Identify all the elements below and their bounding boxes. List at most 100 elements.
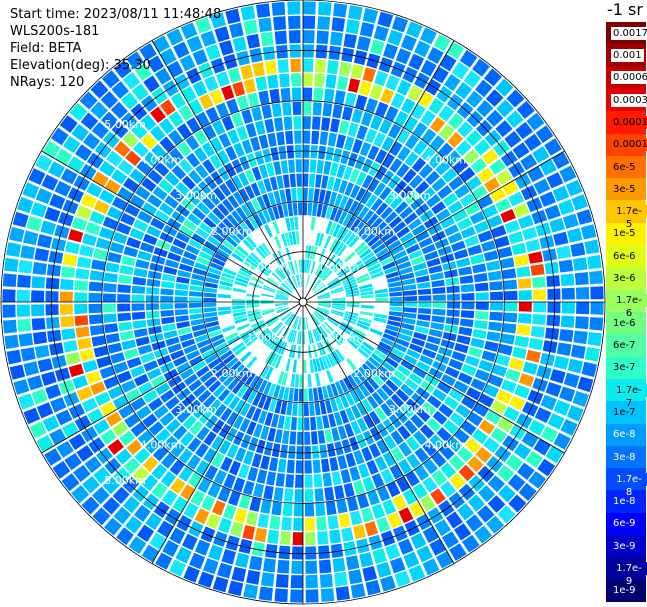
range-ring-label: 2.00km xyxy=(211,225,253,238)
ppi-gate-cell xyxy=(88,281,103,292)
ppi-gate-cell xyxy=(258,244,269,257)
ppi-gate-cell xyxy=(389,141,403,157)
ppi-gate-cell xyxy=(186,454,201,470)
ppi-gate-cell xyxy=(374,221,388,234)
ppi-gate-cell xyxy=(85,222,101,236)
ppi-gate-cell xyxy=(49,193,66,210)
ppi-gate-cell xyxy=(263,381,272,396)
ppi-gate-cell xyxy=(392,525,408,542)
ppi-gate-cell xyxy=(359,283,373,290)
ppi-gate-cell xyxy=(153,404,169,419)
ppi-gate-cell xyxy=(101,111,119,129)
ppi-gate-cell xyxy=(528,471,547,489)
ppi-gate-cell xyxy=(303,202,308,216)
ppi-gate-cell xyxy=(382,361,396,373)
ppi-gate-cell xyxy=(303,116,311,130)
ppi-gate-cell xyxy=(334,571,348,587)
ppi-gate-cell xyxy=(309,159,317,173)
ppi-gate-cell xyxy=(189,420,204,436)
ppi-gate-cell xyxy=(378,252,392,262)
ppi-gate-cell xyxy=(181,86,197,103)
radar-origin-marker xyxy=(298,297,308,307)
colorbar-tick-label: 6e-5 xyxy=(611,160,638,174)
ppi-gate-cell xyxy=(162,540,179,557)
ppi-gate-cell xyxy=(217,562,233,579)
ppi-gate-cell xyxy=(257,363,267,376)
ppi-gate-cell xyxy=(271,272,282,283)
ppi-gate-cell xyxy=(158,179,174,194)
ppi-gate-cell xyxy=(253,213,263,227)
ppi-gate-cell xyxy=(526,112,545,131)
ppi-gate-cell xyxy=(312,358,318,373)
ppi-gate-cell xyxy=(150,106,166,123)
ppi-gate-cell xyxy=(189,552,206,570)
ppi-gate-cell xyxy=(495,198,512,213)
range-ring-label: 3.00km xyxy=(175,403,217,416)
ppi-gate-cell xyxy=(291,87,302,101)
ppi-gate-cell xyxy=(235,277,249,284)
ppi-gate-cell xyxy=(497,246,513,259)
ppi-gate-cell xyxy=(74,415,92,431)
ppi-gate-cell xyxy=(307,260,312,274)
ppi-gate-cell xyxy=(243,260,256,271)
ppi-gate-cell xyxy=(433,34,451,52)
ppi-gate-cell xyxy=(394,110,409,127)
ppi-gate-cell xyxy=(281,372,288,386)
ppi-gate-cell xyxy=(395,255,410,265)
ppi-gate-cell xyxy=(333,366,342,380)
ppi-gate-cell xyxy=(360,294,374,299)
ppi-gate-cell xyxy=(169,559,186,577)
range-ring-label: 5.00km xyxy=(104,474,146,487)
ppi-gate-cell xyxy=(249,233,260,246)
ppi-gate-cell xyxy=(294,374,300,388)
ppi-gate-cell xyxy=(204,240,218,252)
ppi-gate-cell xyxy=(313,282,324,292)
ppi-gate-cell xyxy=(148,421,164,436)
ppi-gate-cell xyxy=(169,527,186,545)
ppi-gate-cell xyxy=(312,202,318,217)
ppi-gate-cell xyxy=(316,308,329,315)
ppi-gate-cell xyxy=(233,191,245,206)
ppi-gate-cell xyxy=(457,446,474,463)
ppi-gate-cell xyxy=(225,264,239,273)
ppi-gate-cell xyxy=(271,103,282,118)
ppi-gate-cell xyxy=(285,313,295,325)
ppi-gate-cell xyxy=(365,128,377,144)
ppi-gate-cell xyxy=(99,189,115,204)
ppi-gate-cell xyxy=(375,369,388,382)
ppi-gate-cell xyxy=(132,276,147,286)
ppi-gate-cell xyxy=(459,49,478,68)
ppi-gate-cell xyxy=(457,372,473,385)
ppi-gate-cell xyxy=(114,141,131,158)
ppi-gate-cell xyxy=(455,82,473,100)
ppi-gate-cell xyxy=(151,482,168,499)
ppi-gate-cell xyxy=(303,331,306,345)
ppi-gate-cell xyxy=(31,388,48,405)
ppi-gate-cell xyxy=(359,248,372,259)
ppi-gate-cell xyxy=(484,68,502,87)
ppi-gate-cell xyxy=(278,386,285,400)
colorbar-tick-label: 1.7e-6 xyxy=(611,294,647,319)
ppi-gate-cell xyxy=(461,364,477,376)
ppi-gate-cell xyxy=(373,284,388,290)
ppi-gate-cell xyxy=(267,239,277,252)
ppi-gate-cell xyxy=(559,329,574,342)
ppi-gate-cell xyxy=(399,266,413,275)
ppi-gate-cell xyxy=(180,484,195,501)
ppi-gate-cell xyxy=(266,471,276,486)
ppi-gate-cell xyxy=(274,588,288,603)
ppi-gate-cell xyxy=(186,350,201,361)
ppi-gate-cell xyxy=(278,309,291,318)
ppi-gate-cell xyxy=(223,268,237,276)
ppi-gate-cell xyxy=(61,328,76,340)
ppi-gate-cell xyxy=(495,120,513,138)
ppi-gate-cell xyxy=(393,250,407,260)
ppi-gate-cell xyxy=(570,344,586,359)
ppi-gate-cell xyxy=(249,375,260,389)
ppi-gate-cell xyxy=(436,86,453,103)
ppi-gate-cell xyxy=(103,272,118,283)
ppi-gate-cell xyxy=(54,224,70,239)
ppi-gate-cell xyxy=(128,536,147,555)
ppi-gate-cell xyxy=(44,207,61,222)
ppi-gate-cell xyxy=(4,257,19,272)
